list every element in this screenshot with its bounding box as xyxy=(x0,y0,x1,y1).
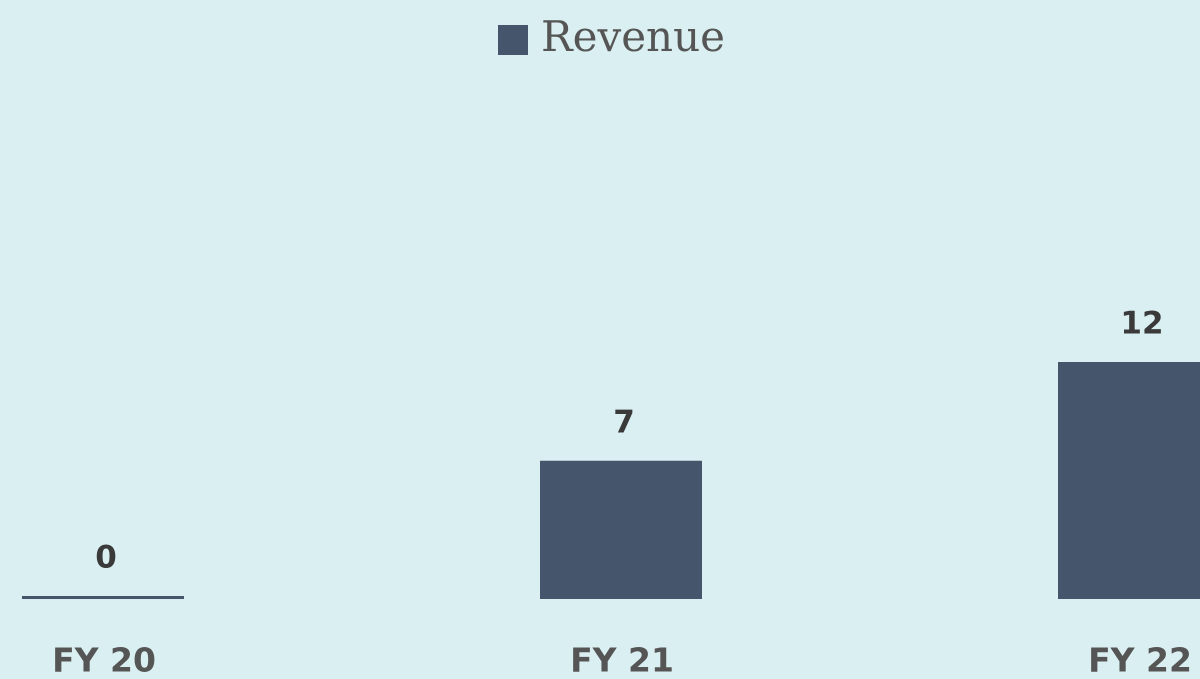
value-label: 0 xyxy=(95,540,117,576)
x-tick-label: FY 21 xyxy=(570,641,674,679)
bar xyxy=(1058,362,1200,599)
legend-swatch xyxy=(498,25,528,55)
value-label: 7 xyxy=(613,404,635,440)
bar xyxy=(22,596,184,599)
bar xyxy=(540,460,702,599)
x-tick-label: FY 22 xyxy=(1088,641,1192,679)
value-label: 12 xyxy=(1120,306,1163,342)
legend-label: Revenue xyxy=(541,12,725,61)
x-tick-label: FY 20 xyxy=(52,641,156,679)
